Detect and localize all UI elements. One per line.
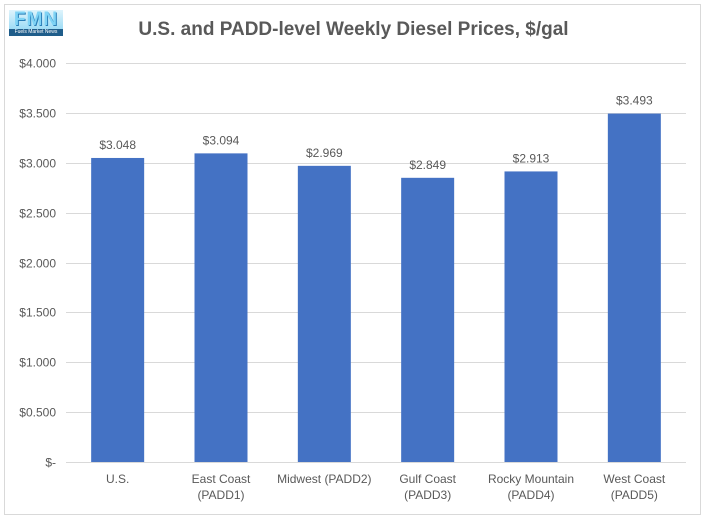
category-label-line: (PADD3): [404, 488, 451, 502]
bar: [91, 157, 145, 462]
category-label-line: Gulf Coast: [399, 472, 456, 486]
y-tick-label: $-: [45, 456, 56, 470]
fmn-logo: FMN Fuels Market News: [9, 10, 63, 36]
category-label: Gulf Coast (PADD3): [399, 472, 456, 502]
y-tick-label: $2.500: [19, 207, 56, 221]
bar: [504, 171, 558, 462]
data-label: $2.969: [306, 146, 343, 160]
data-label: $2.913: [513, 151, 550, 165]
category-label-line: U.S.: [106, 472, 129, 486]
category-label-line: (PADD1): [197, 488, 244, 502]
logo-letters: FMN: [9, 10, 63, 29]
category-label-line: (PADD5): [611, 488, 658, 502]
y-tick-label: $3.500: [19, 107, 56, 121]
y-tick-label: $0.500: [19, 406, 56, 420]
category-label-line: (PADD4): [507, 488, 554, 502]
data-label: $3.493: [616, 94, 653, 108]
category-label: Midwest (PADD2): [277, 472, 371, 486]
chart-title: U.S. and PADD-level Weekly Diesel Prices…: [138, 19, 569, 40]
category-label: West Coast (PADD5): [603, 472, 665, 502]
bar: [297, 165, 351, 462]
logo-tagline: Fuels Market News: [9, 29, 63, 36]
category-label-line: East Coast: [192, 472, 251, 486]
category-label: U.S.: [106, 472, 129, 486]
bar: [401, 177, 455, 462]
y-tick-label: $1.500: [19, 306, 56, 320]
y-tick-label: $3.000: [19, 157, 56, 171]
category-label-line: West Coast: [603, 472, 665, 486]
y-tick-label: $4.000: [19, 57, 56, 71]
data-label: $3.048: [99, 138, 136, 152]
category-label-line: Midwest (PADD2): [277, 472, 371, 486]
data-label: $3.094: [203, 133, 240, 147]
y-tick-label: $1.000: [19, 356, 56, 370]
category-label: East Coast (PADD1): [192, 472, 251, 502]
y-tick-label: $2.000: [19, 257, 56, 271]
data-label: $2.849: [409, 158, 446, 172]
bar: [607, 113, 661, 463]
category-label-line: Rocky Mountain: [488, 472, 574, 486]
bar: [194, 153, 248, 462]
category-label: Rocky Mountain (PADD4): [488, 472, 574, 502]
